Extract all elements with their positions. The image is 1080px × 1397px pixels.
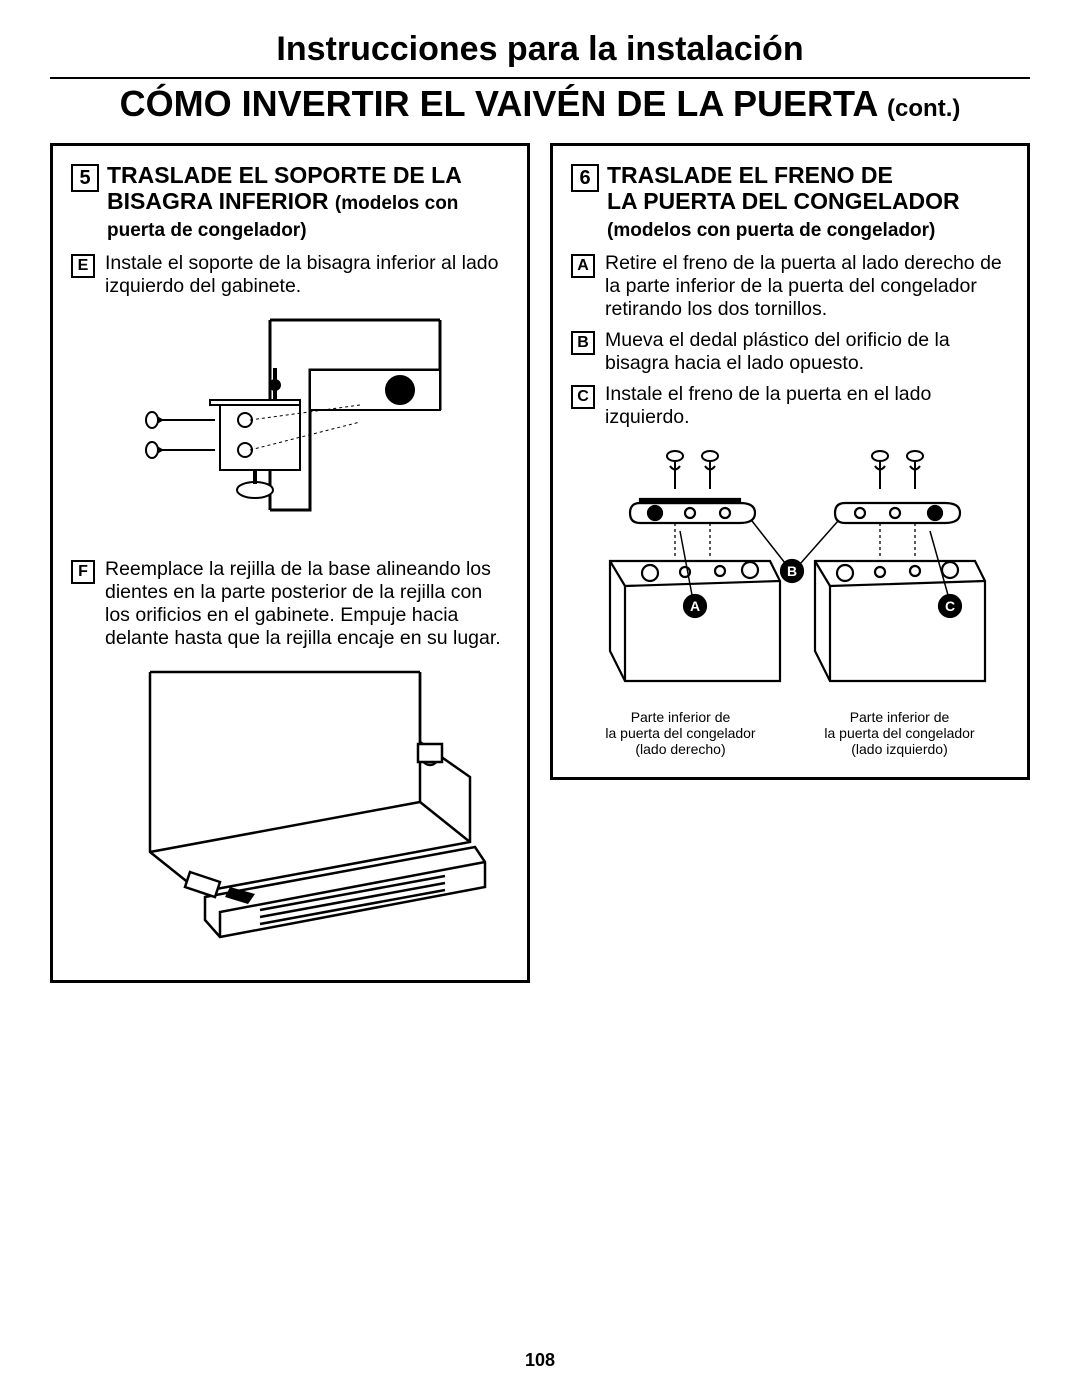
diagram-door-brake: A B C bbox=[580, 441, 1000, 691]
caption-left-l2: la puerta del congelador bbox=[605, 725, 755, 741]
panel-5-title-row: 5 TRASLADE EL SOPORTE DE LA BISAGRA INFE… bbox=[71, 162, 509, 242]
instruction-f: F Reemplace la rejilla de la base alinea… bbox=[71, 558, 509, 650]
diagram-label-b: B bbox=[787, 563, 797, 579]
page-number: 108 bbox=[0, 1350, 1080, 1371]
panel-6-title-line2: LA PUERTA DEL CONGELADOR bbox=[607, 188, 960, 214]
instruction-b: B Mueva el dedal plástico del orificio d… bbox=[571, 329, 1009, 375]
diagram-label-c: C bbox=[945, 598, 955, 614]
panel-5-title-line2: BISAGRA INFERIOR bbox=[107, 188, 329, 214]
panel-step-6: 6 TRASLADE EL FRENO DE LA PUERTA DEL CON… bbox=[550, 143, 1030, 780]
header-divider bbox=[50, 77, 1030, 79]
instruction-a: A Retire el freno de la puerta al lado d… bbox=[571, 252, 1009, 321]
panel-5-title-line1: TRASLADE EL SOPORTE DE LA bbox=[107, 162, 462, 188]
panel-6-title: TRASLADE EL FRENO DE LA PUERTA DEL CONGE… bbox=[607, 162, 960, 242]
letter-box-c: C bbox=[571, 385, 595, 409]
diagram-base-grille bbox=[90, 662, 490, 942]
instruction-f-text: Reemplace la rejilla de la base alineand… bbox=[105, 558, 509, 650]
caption-right-l1: Parte inferior de bbox=[824, 709, 974, 725]
instruction-c: C Instale el freno de la puerta en el la… bbox=[571, 383, 1009, 429]
caption-right: Parte inferior de la puerta del congelad… bbox=[824, 709, 974, 757]
panel-5-title: TRASLADE EL SOPORTE DE LA BISAGRA INFERI… bbox=[107, 162, 509, 242]
instruction-e-text: Instale el soporte de la bisagra inferio… bbox=[105, 252, 509, 298]
panel-6-title-row: 6 TRASLADE EL FRENO DE LA PUERTA DEL CON… bbox=[571, 162, 1009, 242]
instruction-b-text: Mueva el dedal plástico del orificio de … bbox=[605, 329, 1009, 375]
panel-6-title-line1: TRASLADE EL FRENO DE bbox=[607, 162, 893, 188]
caption-right-l3: (lado izquierdo) bbox=[824, 741, 974, 757]
content-columns: 5 TRASLADE EL SOPORTE DE LA BISAGRA INFE… bbox=[50, 143, 1030, 983]
step-number-5: 5 bbox=[71, 164, 99, 192]
caption-left-l3: (lado derecho) bbox=[605, 741, 755, 757]
caption-left: Parte inferior de la puerta del congelad… bbox=[605, 709, 755, 757]
section-title-cont: (cont.) bbox=[887, 95, 960, 122]
panel-step-5: 5 TRASLADE EL SOPORTE DE LA BISAGRA INFE… bbox=[50, 143, 530, 983]
diagram-hinge-bracket bbox=[100, 310, 480, 540]
caption-left-l1: Parte inferior de bbox=[605, 709, 755, 725]
instruction-c-text: Instale el freno de la puerta en el lado… bbox=[605, 383, 1009, 429]
diagram-label-a: A bbox=[690, 598, 700, 614]
section-title-main: CÓMO INVERTIR EL VAIVÉN DE LA PUERTA bbox=[120, 83, 877, 124]
letter-box-a: A bbox=[571, 254, 595, 278]
instruction-a-text: Retire el freno de la puerta al lado der… bbox=[605, 252, 1009, 321]
instruction-e: E Instale el soporte de la bisagra infer… bbox=[71, 252, 509, 298]
diagram-captions: Parte inferior de la puerta del congelad… bbox=[571, 709, 1009, 757]
page-header-title: Instrucciones para la instalación bbox=[50, 30, 1030, 69]
letter-box-e: E bbox=[71, 254, 95, 278]
step-number-6: 6 bbox=[571, 164, 599, 192]
letter-box-b: B bbox=[571, 331, 595, 355]
section-title: CÓMO INVERTIR EL VAIVÉN DE LA PUERTA (co… bbox=[50, 83, 1030, 125]
caption-right-l2: la puerta del congelador bbox=[824, 725, 974, 741]
letter-box-f: F bbox=[71, 560, 95, 584]
panel-6-title-sub: (modelos con puerta de congelador) bbox=[607, 220, 935, 241]
